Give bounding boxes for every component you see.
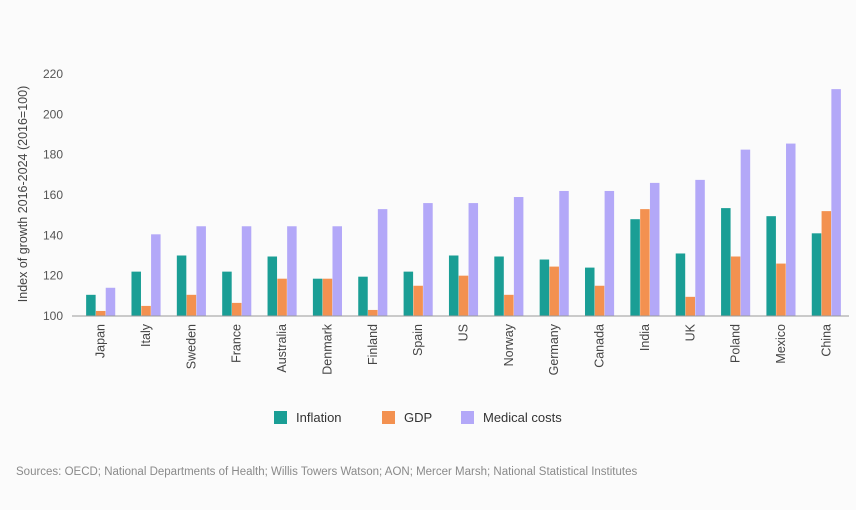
x-tick-label-canada: Canada bbox=[593, 324, 607, 368]
bar-italy-medical-costs bbox=[151, 234, 161, 316]
y-tick-label-140: 140 bbox=[43, 228, 63, 242]
bar-canada-gdp bbox=[594, 285, 605, 316]
x-tick-label-uk: UK bbox=[683, 323, 697, 341]
bar-italy-inflation bbox=[131, 271, 141, 316]
legend-swatch-inflation bbox=[274, 411, 287, 424]
x-tick-label-us: US bbox=[457, 324, 471, 341]
legend: Inflation GDP Medical costs bbox=[274, 410, 562, 425]
y-tick-label-180: 180 bbox=[43, 148, 63, 162]
bar-norway-gdp bbox=[504, 294, 514, 316]
x-tick-label-norway: Norway bbox=[502, 323, 516, 366]
bar-poland-medical-costs bbox=[740, 149, 751, 317]
bar-sweden-medical-costs bbox=[196, 226, 206, 316]
bar-india-medical-costs bbox=[649, 182, 660, 316]
legend-label-gdp: GDP bbox=[404, 410, 432, 425]
bar-mexico-gdp bbox=[776, 263, 786, 316]
bars bbox=[86, 89, 841, 317]
bar-denmark-gdp bbox=[322, 278, 333, 316]
bar-germany-gdp bbox=[549, 266, 559, 316]
x-tick-label-finland: Finland bbox=[366, 324, 380, 365]
bar-germany-medical-costs bbox=[559, 190, 569, 316]
legend-label-inflation: Inflation bbox=[296, 410, 342, 425]
bar-norway-inflation bbox=[494, 256, 504, 316]
bar-sweden-inflation bbox=[176, 255, 187, 316]
x-tick-label-china: China bbox=[819, 324, 833, 357]
bar-canada-medical-costs bbox=[604, 190, 615, 316]
y-tick-label-220: 220 bbox=[43, 67, 63, 81]
bar-france-medical-costs bbox=[241, 226, 252, 316]
bar-spain-inflation bbox=[403, 271, 414, 316]
bar-china-inflation bbox=[811, 233, 822, 316]
y-tick-label-120: 120 bbox=[43, 269, 63, 283]
bar-uk-inflation bbox=[675, 253, 686, 316]
bar-finland-gdp bbox=[368, 309, 378, 316]
bar-uk-gdp bbox=[685, 296, 696, 316]
bar-japan-gdp bbox=[95, 310, 106, 316]
bar-uk-medical-costs bbox=[695, 179, 705, 317]
bar-japan-medical-costs bbox=[105, 287, 116, 316]
bar-australia-medical-costs bbox=[287, 226, 297, 316]
bar-poland-gdp bbox=[730, 256, 741, 316]
bar-italy-gdp bbox=[141, 305, 151, 316]
legend-swatch-gdp bbox=[382, 411, 395, 424]
y-axis-ticks: 100 120 140 160 180 200 220 bbox=[43, 67, 63, 323]
bar-finland-inflation bbox=[358, 276, 368, 316]
x-tick-label-denmark: Denmark bbox=[320, 323, 334, 374]
bar-germany-inflation bbox=[539, 259, 550, 316]
bar-japan-inflation bbox=[86, 294, 96, 316]
x-tick-label-france: France bbox=[230, 324, 244, 363]
bar-denmark-inflation bbox=[312, 278, 323, 316]
x-tick-label-spain: Spain bbox=[411, 324, 425, 356]
bar-india-gdp bbox=[640, 209, 650, 316]
bar-poland-inflation bbox=[721, 208, 731, 316]
bar-india-inflation bbox=[630, 219, 640, 316]
bar-denmark-medical-costs bbox=[332, 226, 342, 316]
x-tick-label-japan: Japan bbox=[94, 324, 108, 358]
x-tick-label-australia: Australia bbox=[275, 324, 289, 373]
bar-us-inflation bbox=[448, 255, 459, 316]
bar-us-medical-costs bbox=[468, 203, 479, 316]
bar-france-gdp bbox=[231, 302, 242, 316]
source-note: Sources: OECD; National Departments of H… bbox=[16, 466, 638, 478]
bar-china-medical-costs bbox=[831, 89, 841, 317]
bar-us-gdp bbox=[458, 275, 469, 316]
bar-mexico-medical-costs bbox=[786, 143, 796, 316]
bar-canada-inflation bbox=[585, 267, 595, 316]
x-tick-label-mexico: Mexico bbox=[774, 324, 788, 364]
bar-australia-inflation bbox=[267, 256, 278, 316]
legend-swatch-medical-costs bbox=[461, 411, 474, 424]
y-tick-label-200: 200 bbox=[43, 107, 63, 121]
bar-china-gdp bbox=[821, 211, 832, 316]
bar-spain-medical-costs bbox=[423, 203, 433, 316]
bar-australia-gdp bbox=[277, 278, 287, 316]
bar-spain-gdp bbox=[413, 285, 423, 316]
y-tick-label-100: 100 bbox=[43, 309, 63, 323]
x-tick-label-germany: Germany bbox=[547, 323, 561, 375]
x-tick-label-india: India bbox=[638, 324, 652, 351]
bar-finland-medical-costs bbox=[377, 209, 388, 316]
bar-sweden-gdp bbox=[186, 294, 197, 316]
x-tick-label-sweden: Sweden bbox=[184, 324, 198, 369]
y-tick-label-160: 160 bbox=[43, 188, 63, 202]
x-tick-label-poland: Poland bbox=[729, 324, 743, 363]
y-axis-label: Index of growth 2016-2024 (2016=100) bbox=[16, 86, 30, 302]
bar-mexico-inflation bbox=[766, 216, 776, 316]
x-tick-label-italy: Italy bbox=[139, 323, 153, 347]
bar-france-inflation bbox=[222, 271, 232, 316]
legend-label-medical-costs: Medical costs bbox=[483, 410, 562, 425]
x-axis-ticks: Japan Italy Sweden France Australia Denmark Fi… bbox=[94, 323, 834, 375]
bar-norway-medical-costs bbox=[513, 197, 524, 316]
